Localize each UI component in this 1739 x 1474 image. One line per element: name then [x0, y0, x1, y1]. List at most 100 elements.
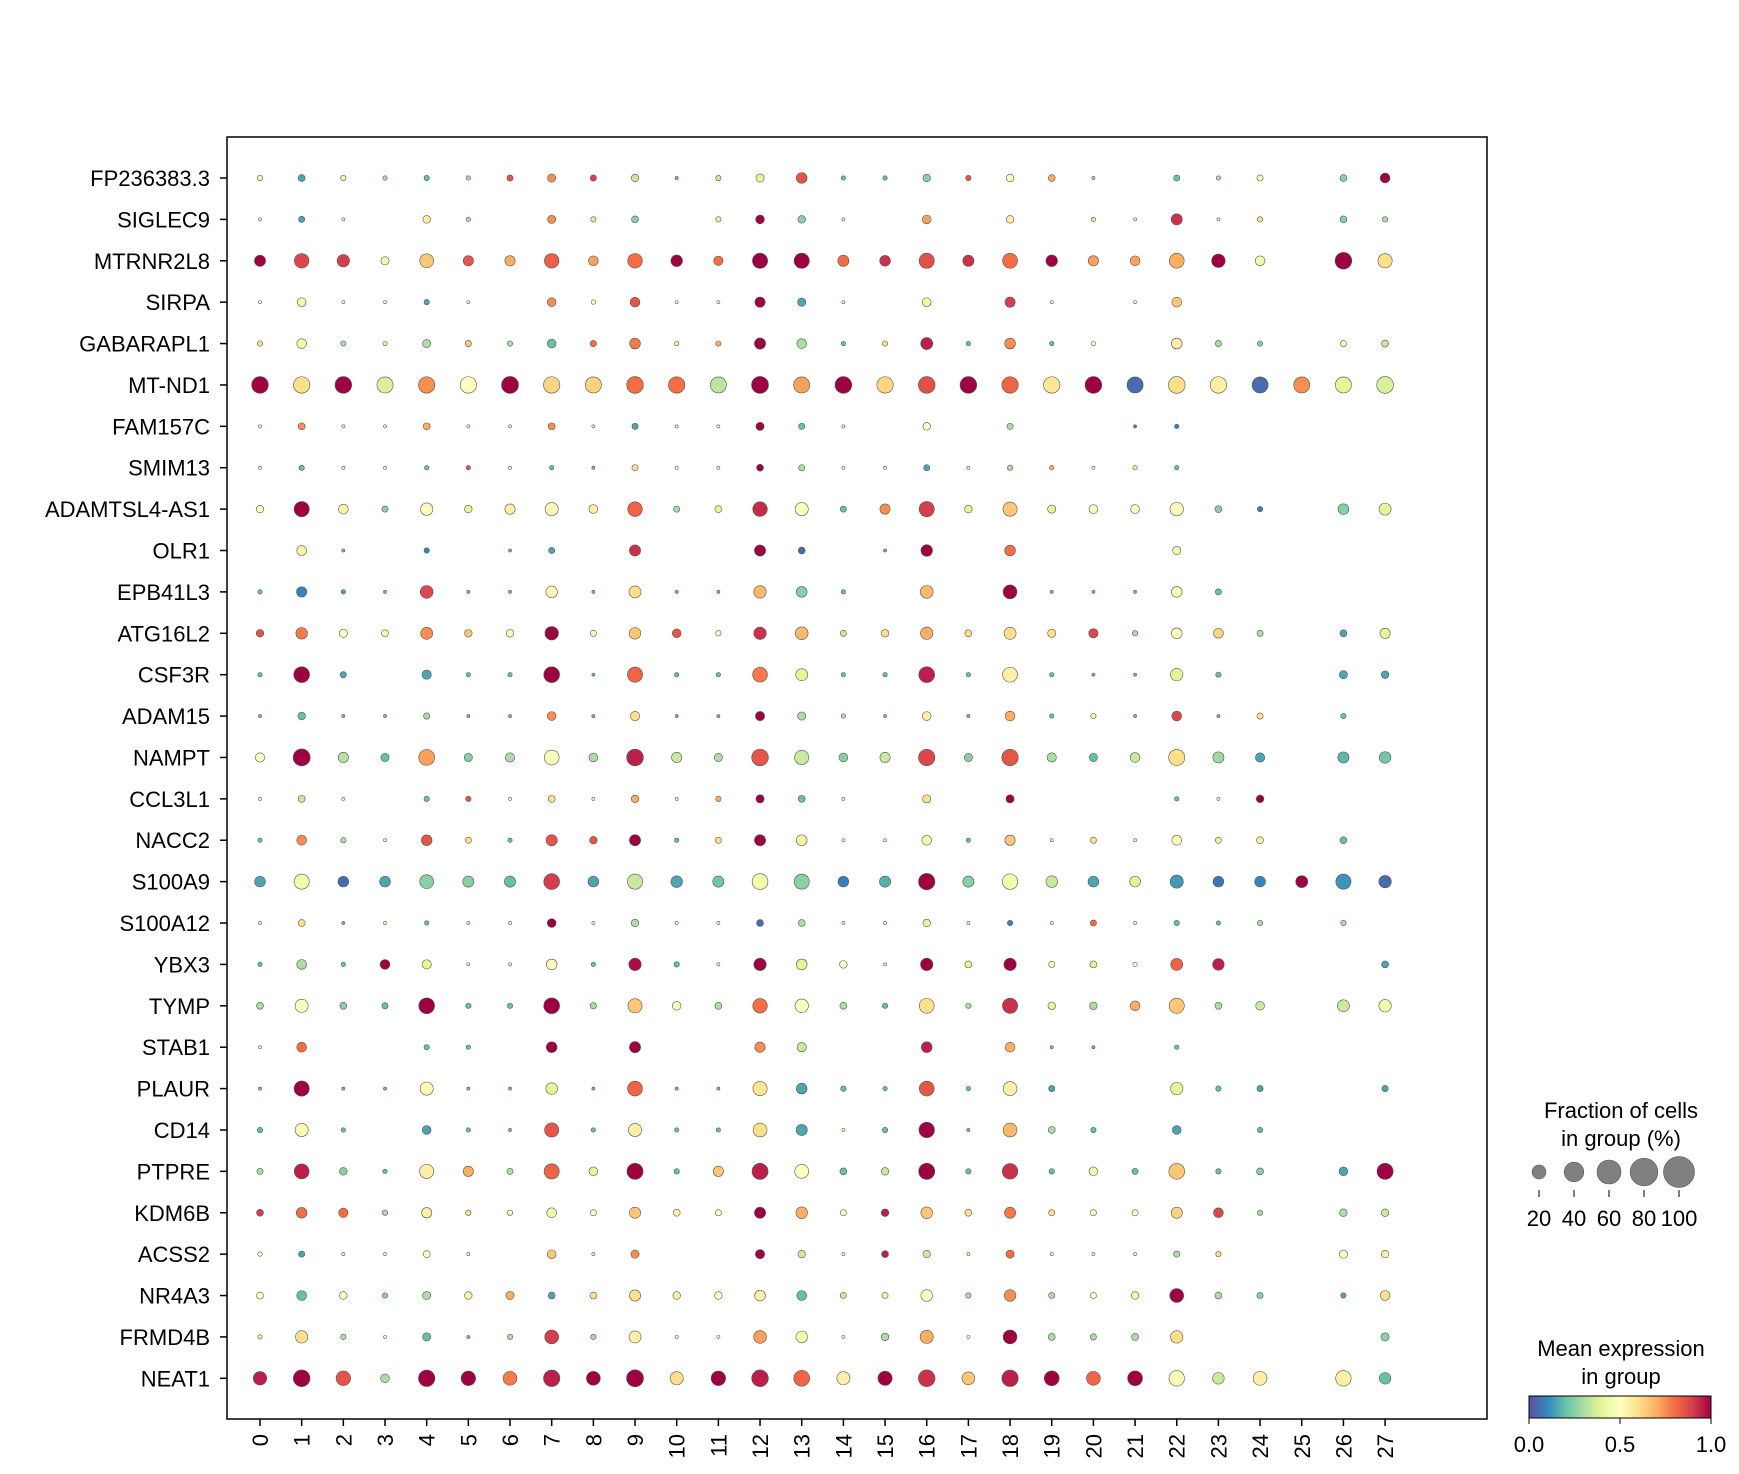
dot-SMIM13-18 — [1007, 464, 1014, 471]
dot-PTPRE-21 — [1131, 1167, 1139, 1175]
dot-S100A9-8 — [587, 875, 600, 888]
dot-KDM6B-21 — [1131, 1209, 1139, 1217]
dot-MTRNR2L8-9 — [627, 253, 643, 269]
dot-OLR1-22 — [1172, 546, 1182, 555]
dot-ACSS2-18 — [1005, 1249, 1015, 1259]
dot-NAMPT-26 — [1337, 751, 1350, 764]
dot-PTPRE-26 — [1338, 1166, 1349, 1177]
dot-ACSS2-22 — [1173, 1250, 1181, 1258]
dot-NR4A3-14 — [839, 1292, 847, 1299]
dot-GABARAPL1-8 — [589, 340, 597, 347]
group-label: 15 — [873, 1434, 898, 1458]
dot-ADAMTSL4-AS1-12 — [752, 501, 768, 517]
dot-OLR1-9 — [629, 544, 641, 557]
dot-NACC2-11 — [714, 836, 722, 844]
dot-GABARAPL1-22 — [1171, 337, 1183, 350]
dot-ADAM15-24 — [1256, 712, 1264, 720]
dot-ACSS2-15 — [881, 1250, 889, 1258]
dot-NR4A3-9 — [629, 1289, 641, 1302]
dot-ADAM15-9 — [630, 711, 640, 722]
dot-FP236383.3-24 — [1256, 174, 1264, 182]
dot-NEAT1-12 — [751, 1369, 769, 1387]
dot-TYMP-19 — [1047, 1001, 1056, 1010]
dot-ADAM15-13 — [797, 711, 807, 721]
dot-PLAUR-8 — [591, 1086, 596, 1091]
dot-ATG16L2-2 — [338, 628, 348, 638]
dot-PTPRE-5 — [462, 1165, 474, 1177]
dot-CD14-9 — [628, 1123, 642, 1137]
dot-S100A12-10 — [674, 921, 679, 925]
dot-KDM6B-26 — [1339, 1208, 1348, 1217]
dot-KDM6B-22 — [1170, 1206, 1183, 1219]
dot-ADAM15-2 — [341, 714, 346, 718]
gene-label: PLAUR — [137, 1077, 210, 1102]
group-label: 4 — [415, 1434, 440, 1446]
dot-FRMD4B-19 — [1047, 1333, 1056, 1341]
dot-FP236383.3-18 — [1005, 173, 1015, 183]
dot-NACC2-17 — [965, 837, 971, 843]
dot-FRMD4B-20 — [1090, 1333, 1097, 1341]
dot-KDM6B-18 — [1004, 1206, 1016, 1219]
dot-NAMPT-27 — [1378, 751, 1392, 764]
dot-PLAUR-27 — [1381, 1085, 1389, 1092]
gene-label: ADAMTSL4-AS1 — [45, 497, 210, 522]
dot-NR4A3-26 — [1340, 1292, 1347, 1299]
dot-SMIM13-12 — [756, 463, 764, 472]
dot-ACSS2-26 — [1339, 1249, 1348, 1259]
group-label: 3 — [373, 1434, 398, 1446]
dot-SMIM13-22 — [1174, 465, 1180, 471]
dot-FRMD4B-12 — [753, 1330, 767, 1344]
dot-ATG16L2-26 — [1339, 629, 1348, 638]
dot-ADAMTSL4-AS1-19 — [1047, 504, 1057, 514]
dot-S100A9-6 — [504, 875, 516, 888]
dot-YBX3-4 — [421, 959, 432, 970]
dot-FRMD4B-11 — [716, 1335, 721, 1339]
dot-YBX3-18 — [1003, 957, 1017, 971]
dot-PLAUR-4 — [419, 1081, 434, 1096]
dot-TYMP-22 — [1168, 997, 1185, 1014]
dot-ATG16L2-15 — [880, 629, 890, 638]
dot-MT-ND1-24 — [1251, 376, 1269, 394]
dot-FRMD4B-9 — [628, 1330, 642, 1344]
dot-KDM6B-3 — [382, 1209, 388, 1216]
dot-GABARAPL1-24 — [1257, 340, 1264, 347]
dot-NEAT1-16 — [918, 1369, 936, 1387]
dot-MTRNR2L8-12 — [752, 252, 768, 269]
dot-CSF3R-19 — [1049, 672, 1055, 678]
dot-EPB41L3-20 — [1091, 590, 1096, 594]
dot-EPB41L3-12 — [753, 585, 767, 599]
dot-NACC2-7 — [545, 834, 558, 847]
dot-GABARAPL1-1 — [296, 338, 307, 349]
dot-MT-ND1-2 — [334, 376, 352, 394]
group-label: 16 — [915, 1434, 940, 1458]
dot-MTRNR2L8-15 — [879, 255, 891, 267]
dot-KDM6B-4 — [421, 1207, 433, 1219]
dot-EPB41L3-18 — [1002, 584, 1018, 600]
dot-PTPRE-0 — [256, 1167, 264, 1175]
dot-NEAT1-18 — [1001, 1369, 1019, 1387]
dot-SMIM13-9 — [631, 464, 639, 472]
dot-SMIM13-14 — [841, 465, 846, 470]
dot-NEAT1-11 — [710, 1370, 726, 1386]
dot-SIRPA-16 — [922, 297, 932, 307]
dot-ADAM15-22 — [1171, 710, 1182, 722]
dot-NAMPT-4 — [418, 749, 435, 766]
dot-TYMP-2 — [339, 1002, 348, 1010]
dot-PLAUR-19 — [1048, 1085, 1056, 1092]
dot-EPB41L3-0 — [257, 589, 263, 595]
gene-label: NAMPT — [133, 745, 210, 770]
size-legend-dot — [1663, 1156, 1695, 1188]
gene-label: S100A9 — [132, 870, 210, 895]
dot-FAM157C-12 — [755, 421, 765, 431]
dot-GABARAPL1-16 — [920, 337, 934, 350]
dot-ADAM15-10 — [674, 714, 679, 718]
dot-FRMD4B-8 — [590, 1333, 597, 1340]
dot-SMIM13-20 — [1091, 465, 1096, 470]
dot-CSF3R-16 — [918, 666, 935, 683]
group-label: 10 — [665, 1434, 690, 1458]
dot-ADAMTSL4-AS1-14 — [839, 505, 847, 513]
dot-NACC2-20 — [1090, 836, 1097, 844]
dot-SMIM13-15 — [883, 465, 887, 470]
dot-S100A9-11 — [712, 875, 725, 888]
dot-FP236383.3-11 — [715, 175, 722, 181]
